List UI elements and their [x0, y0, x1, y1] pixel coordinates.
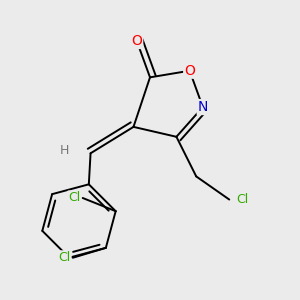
Text: H: H — [59, 143, 69, 157]
Text: Cl: Cl — [68, 191, 80, 205]
Text: Cl: Cl — [236, 193, 249, 206]
Text: O: O — [131, 34, 142, 48]
Text: N: N — [198, 100, 208, 114]
Text: Cl: Cl — [58, 251, 71, 264]
Text: O: O — [184, 64, 195, 78]
